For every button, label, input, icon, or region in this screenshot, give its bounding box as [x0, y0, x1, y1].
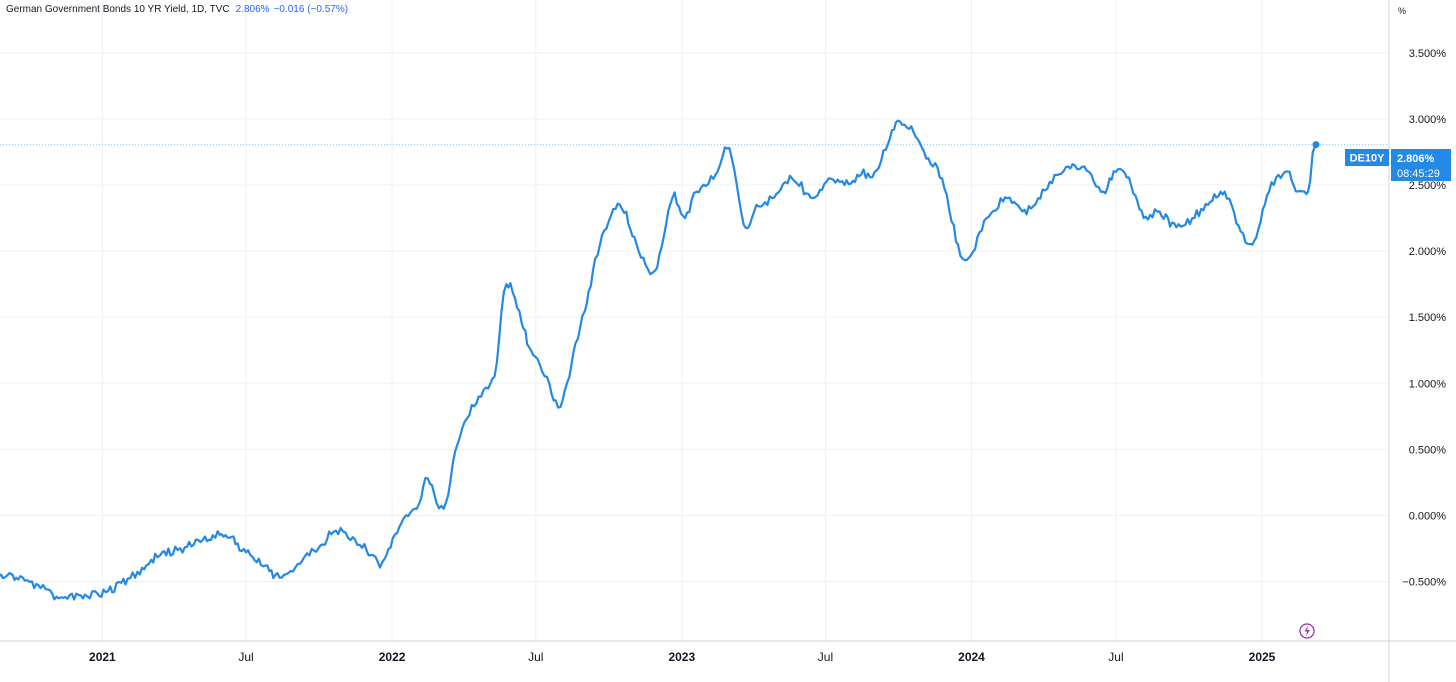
y-tick-label: −0.500%	[1402, 577, 1446, 589]
grid-lines	[0, 0, 1389, 641]
x-tick-label: Jul	[238, 650, 253, 664]
y-tick-label: 0.500%	[1409, 444, 1447, 456]
x-tick-label: 2025	[1249, 650, 1276, 664]
y-tick-label: 2.500%	[1409, 180, 1447, 192]
lightning-icon[interactable]	[1299, 623, 1315, 639]
price-axis[interactable]: −0.500% 0.000% 0.500% 1.000% 1.500% 2.000% 2.5…	[1402, 48, 1446, 589]
y-tick-label: 1.000%	[1409, 378, 1447, 390]
chart-legend: German Government Bonds 10 YR Yield, 1D,…	[6, 4, 348, 15]
change-value: −0.016 (−0.57%)	[273, 4, 349, 15]
price-tag: 2.806% 08:45:29	[1391, 149, 1451, 181]
symbol-title: German Government Bonds 10 YR Yield, 1D,…	[6, 4, 230, 15]
x-tick-label: Jul	[1108, 650, 1123, 664]
symbol-tag-label: DE10Y	[1350, 153, 1386, 165]
x-tick-label: Jul	[528, 650, 543, 664]
x-tick-label: 2021	[89, 650, 116, 664]
y-tick-label: 3.000%	[1409, 114, 1447, 126]
x-tick-label: Jul	[818, 650, 833, 664]
x-tick-label: 2023	[668, 650, 695, 664]
x-tick-label: 2022	[379, 650, 406, 664]
y-tick-label: 3.500%	[1409, 48, 1447, 60]
symbol-tag: DE10Y	[1345, 149, 1389, 166]
last-value-dot	[1312, 141, 1320, 149]
price-axis-unit: %	[1398, 6, 1406, 16]
y-tick-label: 1.500%	[1409, 312, 1447, 324]
x-tick-label: 2024	[958, 650, 985, 664]
y-tick-label: 0.000%	[1409, 510, 1447, 522]
price-tag-value: 2.806%	[1397, 153, 1435, 165]
price-tag-countdown: 08:45:29	[1397, 168, 1440, 180]
y-tick-label: 2.000%	[1409, 246, 1447, 258]
time-axis[interactable]: 2021 Jul 2022 Jul 2023 Jul 2024 Jul 2025	[89, 650, 1276, 664]
yield-series-line	[0, 119, 1317, 601]
last-value: 2.806%	[235, 4, 270, 15]
